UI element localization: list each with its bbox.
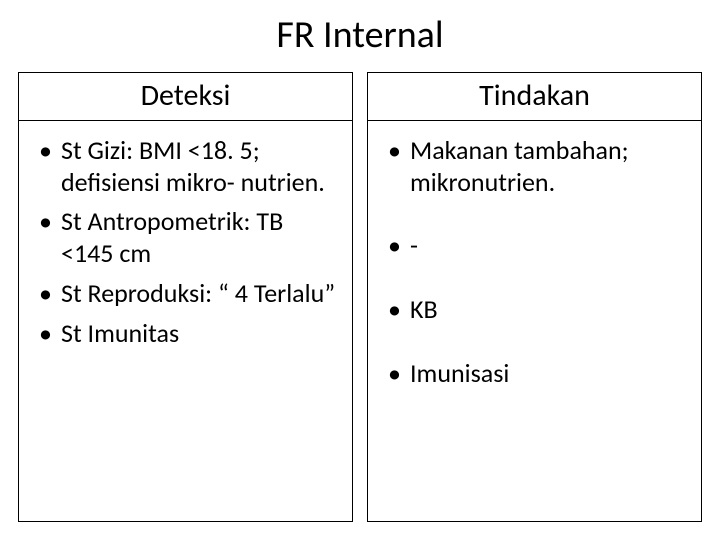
left-column-header: Deteksi	[19, 73, 352, 121]
list-item: St Imunitas	[37, 318, 338, 350]
list-item: KB	[386, 294, 687, 326]
left-bullet-list: St Gizi: BMI <18. 5; defisiensi mikro- n…	[37, 135, 338, 349]
right-column: Tindakan Makanan tambahan; mikronutrien.…	[367, 72, 702, 522]
left-column: Deteksi St Gizi: BMI <18. 5; defisiensi …	[18, 72, 353, 522]
list-item: St Antropometrik: TB <145 cm	[37, 206, 338, 269]
columns-container: Deteksi St Gizi: BMI <18. 5; defisiensi …	[18, 72, 702, 522]
left-column-body: St Gizi: BMI <18. 5; defisiensi mikro- n…	[19, 121, 352, 521]
right-column-header: Tindakan	[368, 73, 701, 121]
list-item: St Reproduksi: “ 4 Terlalu”	[37, 278, 338, 310]
list-item: Imunisasi	[386, 358, 687, 390]
right-bullet-list: Makanan tambahan; mikronutrien. - KB Imu…	[386, 135, 687, 390]
slide-title: FR Internal	[18, 12, 702, 58]
list-item: -	[386, 230, 687, 262]
list-item: St Gizi: BMI <18. 5; defisiensi mikro- n…	[37, 135, 338, 198]
slide: FR Internal Deteksi St Gizi: BMI <18. 5;…	[0, 0, 720, 540]
list-item: Makanan tambahan; mikronutrien.	[386, 135, 687, 198]
right-column-body: Makanan tambahan; mikronutrien. - KB Imu…	[368, 121, 701, 521]
